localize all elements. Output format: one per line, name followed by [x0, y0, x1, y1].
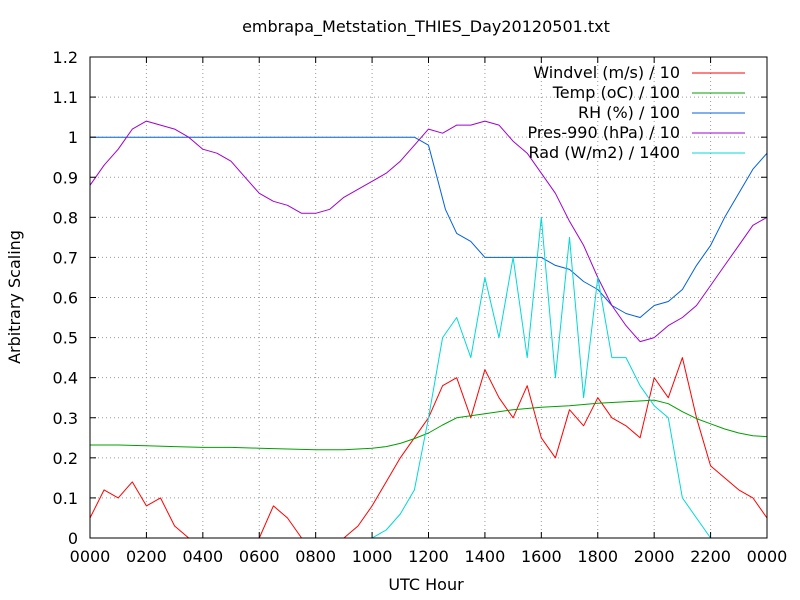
- x-tick-label: 0600: [239, 547, 280, 566]
- series-line-4: [89, 120, 768, 343]
- series-line-2: [90, 399, 768, 451]
- x-tick-label: 1400: [465, 547, 506, 566]
- y-tick-label: 1: [68, 128, 78, 147]
- legend-entry-label: Pres-990 (hPa) / 10: [528, 123, 680, 142]
- y-tick-label: 0.9: [53, 168, 78, 187]
- x-axis-label: UTC Hour: [388, 575, 464, 594]
- x-tick-label: 0000: [70, 547, 111, 566]
- chart-title: embrapa_Metstation_THIES_Day20120501.txt: [242, 17, 610, 37]
- x-tick-label: 2200: [690, 547, 731, 566]
- tick-labels: 0000 0200 0400 0600 0800 1000 1200 1400 1600 1800…: [53, 48, 788, 566]
- series-line-3: [90, 136, 768, 318]
- legend-entry-label: Rad (W/m2) / 1400: [528, 143, 680, 162]
- y-axis-label: Arbitrary Scaling: [5, 230, 24, 364]
- y-tick-label: 0.2: [53, 449, 78, 468]
- axes: [89, 56, 768, 539]
- x-tick-label: 0200: [126, 547, 167, 566]
- y-tick-label: 0.8: [53, 208, 78, 227]
- y-tick-label: 0.1: [53, 489, 78, 508]
- y-tick-label: 0.4: [53, 369, 78, 388]
- x-tick-label: 1600: [521, 547, 562, 566]
- legend-entry-label: Windvel (m/s) / 10: [533, 63, 680, 82]
- y-tick-label: 0.3: [53, 409, 78, 428]
- y-tick-label: 0.7: [53, 248, 78, 267]
- x-tick-label: 1200: [408, 547, 449, 566]
- y-tick-label: 0.5: [53, 329, 78, 348]
- y-tick-label: 0.6: [53, 289, 78, 308]
- x-tick-label: 0000: [747, 547, 788, 566]
- x-tick-label: 1800: [577, 547, 618, 566]
- series-group: [89, 120, 768, 539]
- x-tick-label: 0800: [295, 547, 336, 566]
- legend-entry-label: RH (%) / 100: [578, 103, 680, 122]
- x-tick-label: 0400: [182, 547, 223, 566]
- y-tick-label: 1.1: [53, 88, 78, 107]
- plot-border: [89, 56, 768, 539]
- x-tick-label: 2000: [634, 547, 675, 566]
- y-tick-label: 1.2: [53, 48, 78, 67]
- x-tick-label: 1000: [352, 547, 393, 566]
- legend-entry-label: Temp (oC) / 100: [552, 83, 680, 102]
- y-tick-label: 0: [68, 529, 78, 548]
